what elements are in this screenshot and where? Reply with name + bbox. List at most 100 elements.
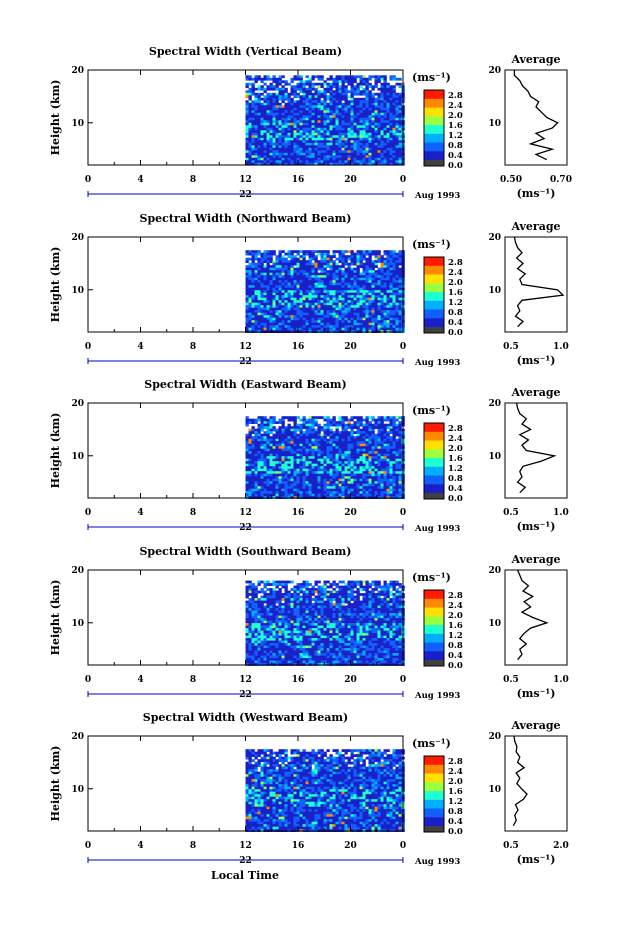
heatmap-cell <box>257 257 261 261</box>
heatmap-cell <box>353 102 357 106</box>
heatmap-cell <box>350 77 354 81</box>
heatmap-cell <box>356 127 360 131</box>
heatmap-cell <box>353 305 357 308</box>
heatmap-cell <box>257 75 261 79</box>
colorbar-segment <box>424 311 444 314</box>
heatmap-cell <box>284 481 288 484</box>
heatmap-cell <box>335 140 339 144</box>
heatmap-cell <box>377 105 381 109</box>
heatmap-cell <box>368 317 372 321</box>
heatmap-cell <box>278 297 282 301</box>
heatmap-cell <box>263 132 267 136</box>
heatmap-cell <box>389 112 393 116</box>
heatmap-cell <box>398 448 402 452</box>
heatmap-cell <box>290 117 294 121</box>
heatmap-cell <box>263 155 267 159</box>
heatmap-cell <box>395 262 399 266</box>
heatmap-cell <box>317 262 321 266</box>
heatmap-cell <box>296 468 300 472</box>
heatmap-cell <box>248 117 252 121</box>
heatmap-cell <box>296 252 300 256</box>
heatmap-cell <box>350 468 354 472</box>
heatmap-cell <box>347 463 351 467</box>
heatmap-cell <box>338 436 342 439</box>
heatmap-cell <box>293 322 297 326</box>
heatmap-cell <box>290 418 294 422</box>
heatmap-cell <box>347 160 351 164</box>
heatmap-cell <box>332 77 336 81</box>
heatmap-cell <box>281 127 285 131</box>
heatmap-cell <box>359 140 363 144</box>
heatmap-cell <box>254 468 258 472</box>
heatmap-cell <box>398 446 402 449</box>
heatmap-cell <box>269 468 273 472</box>
heatmap-cell <box>302 257 306 261</box>
heatmap-cell <box>359 92 363 96</box>
heatmap-cell <box>335 441 339 444</box>
heatmap-cell <box>290 297 294 301</box>
heatmap-cell <box>386 155 390 159</box>
heatmap-cell <box>284 82 288 86</box>
heatmap-cell <box>389 122 393 126</box>
heatmap-cell <box>326 117 330 121</box>
heatmap-cell <box>311 150 315 154</box>
heatmap-cell <box>257 122 261 126</box>
heatmap-cell <box>395 147 399 151</box>
colorbar-tick-label: 0.0 <box>448 328 463 338</box>
heatmap-cell <box>329 327 333 331</box>
average-x-tick-label: 0.70 <box>550 175 572 185</box>
heatmap-cell <box>392 446 396 449</box>
heatmap-cell <box>383 82 387 86</box>
heatmap-cell <box>272 295 276 298</box>
heatmap-cell <box>269 122 273 126</box>
heatmap-cell <box>398 82 402 86</box>
heatmap-cell <box>380 295 384 298</box>
colorbar-segment <box>424 272 444 275</box>
heatmap-cell <box>305 260 309 263</box>
colorbar-segment <box>424 295 444 298</box>
heatmap-cell <box>302 471 306 474</box>
heatmap-cell <box>395 282 399 286</box>
heatmap-cell <box>395 287 399 291</box>
heatmap-cell <box>251 150 255 154</box>
heatmap-cell <box>356 322 360 326</box>
heatmap-cell <box>383 297 387 301</box>
heatmap-cell <box>245 252 249 256</box>
heatmap-cell <box>365 431 369 434</box>
heatmap-cell <box>335 90 339 94</box>
heatmap-cell <box>263 150 267 154</box>
heatmap-cell <box>299 463 303 467</box>
heatmap-cell <box>395 448 399 452</box>
heatmap-cell <box>350 260 354 263</box>
heatmap-cell <box>386 282 390 286</box>
heatmap-cell <box>380 461 384 464</box>
heatmap-cell <box>281 125 285 129</box>
heatmap-cell <box>344 270 348 273</box>
heatmap-cell <box>245 443 249 447</box>
heatmap-cell <box>308 92 312 96</box>
heatmap-cell <box>251 282 255 286</box>
heatmap-cell <box>266 426 270 429</box>
heatmap-cell <box>290 446 294 449</box>
heatmap-cell <box>359 77 363 81</box>
heatmap-cell <box>380 300 384 303</box>
heatmap-cell <box>302 448 306 452</box>
heatmap-cell <box>263 416 267 419</box>
heatmap-cell <box>335 117 339 121</box>
heatmap-cell <box>302 320 306 323</box>
heatmap-cell <box>341 458 345 462</box>
heatmap-cell <box>287 135 291 139</box>
heatmap-cell <box>320 90 324 94</box>
heatmap-cell <box>362 140 366 144</box>
heatmap-cell <box>362 310 366 313</box>
heatmap-cell <box>251 262 255 266</box>
heatmap-cell <box>272 250 276 253</box>
heatmap-cell <box>344 418 348 422</box>
heatmap-cell <box>392 250 396 253</box>
heatmap-cell <box>305 125 309 129</box>
heatmap-cell <box>395 97 399 101</box>
colorbar-segment <box>424 133 444 136</box>
heatmap-cell <box>380 145 384 149</box>
heatmap-cell <box>371 287 375 291</box>
heatmap-cell <box>398 117 402 121</box>
